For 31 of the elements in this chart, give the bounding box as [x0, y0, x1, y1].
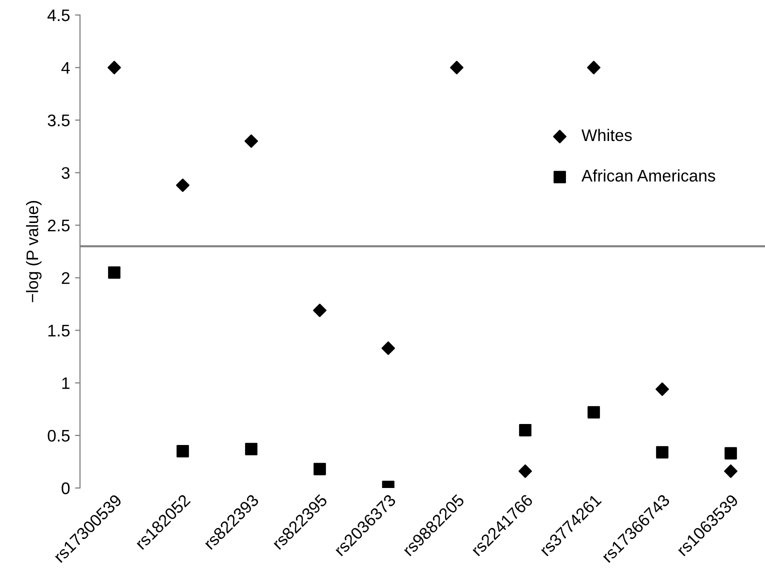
point: [656, 446, 668, 458]
y-tick-label: 1.5: [48, 324, 70, 337]
point: [108, 60, 121, 74]
legend-label: Whites: [582, 128, 632, 142]
y-tick-label: 3.5: [48, 114, 70, 126]
y-tick-label: 3: [62, 167, 70, 179]
y-tick-label: 0: [62, 482, 70, 494]
point: [245, 442, 258, 456]
point: [450, 60, 464, 74]
y-tick-label: 0.5: [48, 430, 70, 442]
point: [724, 464, 738, 478]
point: [519, 424, 532, 436]
point: [587, 60, 600, 74]
point: [176, 445, 189, 458]
legend-label: African Americans: [581, 169, 716, 182]
point: [313, 304, 326, 318]
point: [108, 266, 120, 279]
y-tick-label: 4: [61, 62, 70, 74]
y-axis-title: −log (P value): [26, 201, 42, 302]
point: [724, 447, 737, 460]
y-tick-label: 2.5: [48, 220, 70, 232]
point: [314, 462, 326, 476]
point: [518, 464, 532, 478]
point: [656, 382, 669, 396]
y-tick-label: 4.5: [47, 10, 70, 22]
point: [382, 341, 395, 355]
point: [244, 134, 258, 148]
point: [588, 406, 600, 418]
y-tick-label: 1: [62, 377, 70, 389]
y-tick-label: 2: [62, 272, 70, 284]
point: [176, 178, 190, 192]
